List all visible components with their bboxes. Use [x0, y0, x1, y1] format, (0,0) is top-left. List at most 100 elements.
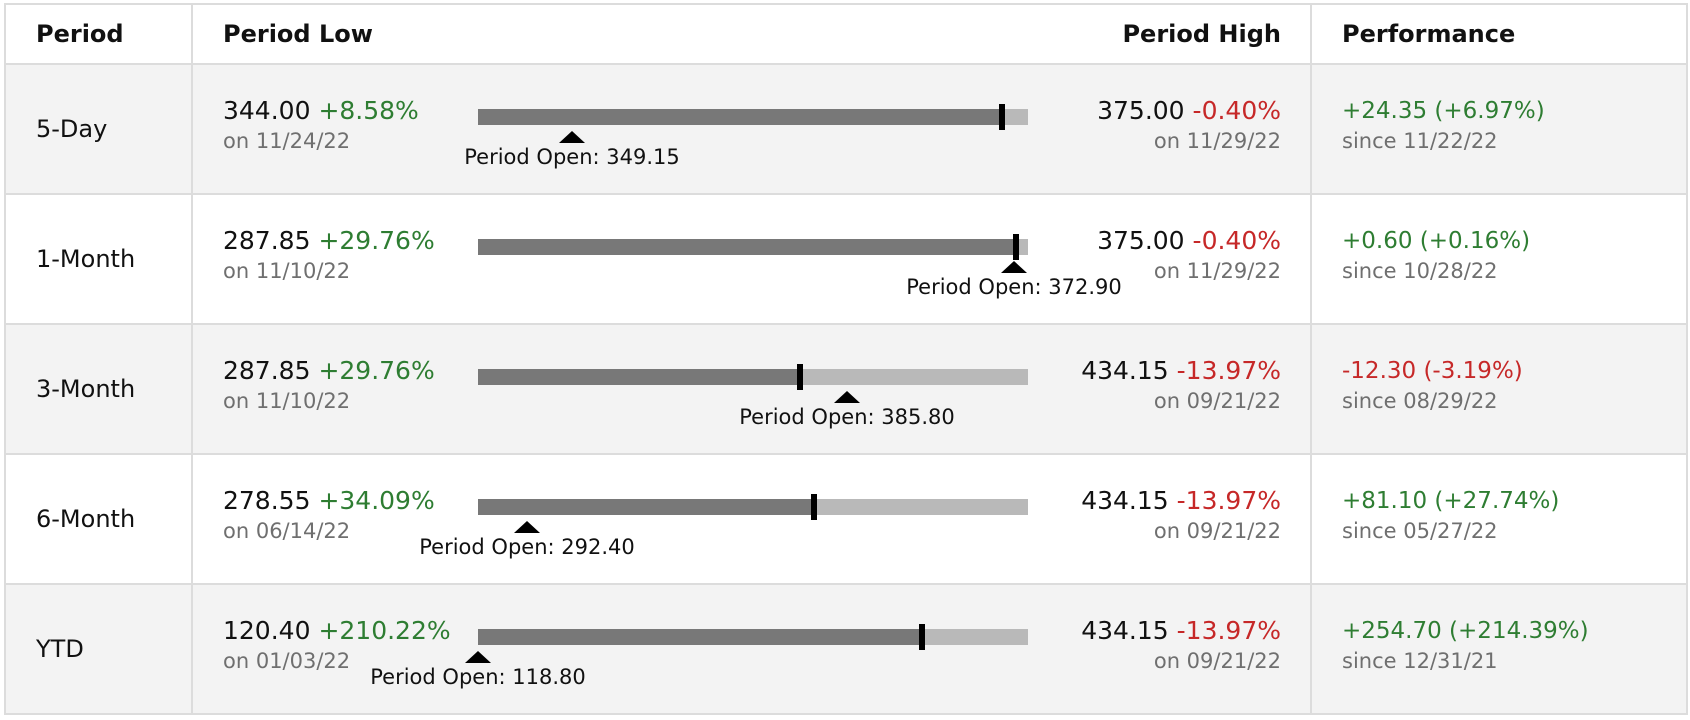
triangle-up-icon [465, 651, 491, 663]
period-cell: YTD [4, 583, 193, 715]
header-performance: Performance [1310, 3, 1688, 65]
triangle-up-icon [514, 521, 540, 533]
low-date: on 01/03/22 [223, 649, 351, 673]
range-bar-fill [478, 109, 1002, 125]
performance-change: +24.35 (+6.97%) [1342, 98, 1545, 124]
range-bar [478, 104, 1028, 130]
performance-cell: -12.30 (-3.19%) since 08/29/22 [1310, 323, 1688, 455]
triangle-up-icon [1001, 261, 1027, 273]
period-low: 344.00 +8.58% on 11/24/22 [223, 94, 419, 154]
table-row: 6-Month 278.55 +34.09% on 06/14/22 Perio… [4, 453, 1688, 585]
header-period: Period [4, 3, 193, 65]
performance-cell: +81.10 (+27.74%) since 05/27/22 [1310, 453, 1688, 585]
period-label: 6-Month [36, 505, 136, 533]
period-high: 434.15 -13.97% on 09/21/22 [1081, 354, 1281, 414]
current-price-marker [797, 364, 803, 390]
high-value: 434.15 [1081, 616, 1169, 645]
period-label: 5-Day [36, 115, 108, 143]
current-price-marker [999, 104, 1005, 130]
period-low: 287.85 +29.76% on 11/10/22 [223, 224, 435, 284]
high-change: -13.97% [1176, 486, 1281, 515]
period-cell: 3-Month [4, 323, 193, 455]
performance-since: since 10/28/22 [1342, 259, 1498, 283]
high-date: on 11/29/22 [1153, 259, 1281, 283]
performance-change: -12.30 (-3.19%) [1342, 358, 1523, 384]
performance-since: since 11/22/22 [1342, 129, 1498, 153]
period-open-label: Period Open: 292.40 [419, 535, 635, 559]
high-date: on 09/21/22 [1153, 519, 1281, 543]
performance-cell: +24.35 (+6.97%) since 11/22/22 [1310, 63, 1688, 195]
range-cell: 120.40 +210.22% on 01/03/22 Period Open:… [191, 583, 1312, 715]
performance-cell: +254.70 (+214.39%) since 12/31/21 [1310, 583, 1688, 715]
performance-cell: +0.60 (+0.16%) since 10/28/22 [1310, 193, 1688, 325]
high-value: 434.15 [1081, 486, 1169, 515]
header-period-high: Period High [1122, 20, 1281, 48]
period-cell: 6-Month [4, 453, 193, 585]
low-date: on 11/10/22 [223, 389, 351, 413]
performance-change: +81.10 (+27.74%) [1342, 488, 1560, 514]
period-label: YTD [36, 635, 84, 663]
high-value: 375.00 [1097, 226, 1185, 255]
range-bar [478, 624, 1028, 650]
range-cell: 287.85 +29.76% on 11/10/22 Period Open: … [191, 323, 1312, 455]
table-row: 3-Month 287.85 +29.76% on 11/10/22 Perio… [4, 323, 1688, 455]
table-row: 1-Month 287.85 +29.76% on 11/10/22 Perio… [4, 193, 1688, 325]
low-date: on 06/14/22 [223, 519, 351, 543]
high-date: on 09/21/22 [1153, 649, 1281, 673]
period-open-label: Period Open: 118.80 [370, 665, 586, 689]
high-change: -0.40% [1192, 96, 1281, 125]
low-change: +34.09% [318, 486, 435, 515]
header-row: Period Period Low Period High Performanc… [4, 3, 1688, 65]
period-cell: 5-Day [4, 63, 193, 195]
low-change: +210.22% [318, 616, 451, 645]
performance-since: since 08/29/22 [1342, 389, 1498, 413]
current-price-marker [811, 494, 817, 520]
period-high: 375.00 -0.40% on 11/29/22 [1097, 94, 1281, 154]
performance-since: since 12/31/21 [1342, 649, 1498, 673]
period-cell: 1-Month [4, 193, 193, 325]
low-value: 287.85 [223, 356, 311, 385]
low-change: +8.58% [318, 96, 419, 125]
performance-change: +254.70 (+214.39%) [1342, 618, 1589, 644]
header-range: Period Low Period High [191, 3, 1312, 65]
period-high: 375.00 -0.40% on 11/29/22 [1097, 224, 1281, 284]
performance-table: Period Period Low Period High Performanc… [4, 3, 1688, 715]
range-bar [478, 234, 1028, 260]
low-date: on 11/10/22 [223, 259, 351, 283]
header-period-low: Period Low [223, 20, 373, 48]
period-open-label: Period Open: 372.90 [906, 275, 1122, 299]
table-body: 5-Day 344.00 +8.58% on 11/24/22 Period O… [4, 63, 1688, 715]
range-cell: 344.00 +8.58% on 11/24/22 Period Open: 3… [191, 63, 1312, 195]
low-value: 120.40 [223, 616, 311, 645]
period-label: 3-Month [36, 375, 136, 403]
low-value: 344.00 [223, 96, 311, 125]
range-bar-fill [478, 629, 922, 645]
low-value: 278.55 [223, 486, 311, 515]
high-date: on 11/29/22 [1153, 129, 1281, 153]
range-bar [478, 494, 1028, 520]
period-high: 434.15 -13.97% on 09/21/22 [1081, 484, 1281, 544]
high-change: -13.97% [1176, 616, 1281, 645]
low-change: +29.76% [318, 356, 435, 385]
low-date: on 11/24/22 [223, 129, 351, 153]
range-bar-fill [478, 369, 800, 385]
range-bar [478, 364, 1028, 390]
period-high: 434.15 -13.97% on 09/21/22 [1081, 614, 1281, 674]
table-row: YTD 120.40 +210.22% on 01/03/22 Period O… [4, 583, 1688, 715]
triangle-up-icon [834, 391, 860, 403]
current-price-marker [919, 624, 925, 650]
high-value: 375.00 [1097, 96, 1185, 125]
high-date: on 09/21/22 [1153, 389, 1281, 413]
low-change: +29.76% [318, 226, 435, 255]
performance-change: +0.60 (+0.16%) [1342, 228, 1531, 254]
period-low: 278.55 +34.09% on 06/14/22 [223, 484, 435, 544]
period-open-label: Period Open: 349.15 [464, 145, 680, 169]
low-value: 287.85 [223, 226, 311, 255]
range-bar-fill [478, 499, 814, 515]
range-bar-fill [478, 239, 1016, 255]
range-cell: 287.85 +29.76% on 11/10/22 Period Open: … [191, 193, 1312, 325]
high-change: -0.40% [1192, 226, 1281, 255]
performance-since: since 05/27/22 [1342, 519, 1498, 543]
period-low: 287.85 +29.76% on 11/10/22 [223, 354, 435, 414]
high-value: 434.15 [1081, 356, 1169, 385]
